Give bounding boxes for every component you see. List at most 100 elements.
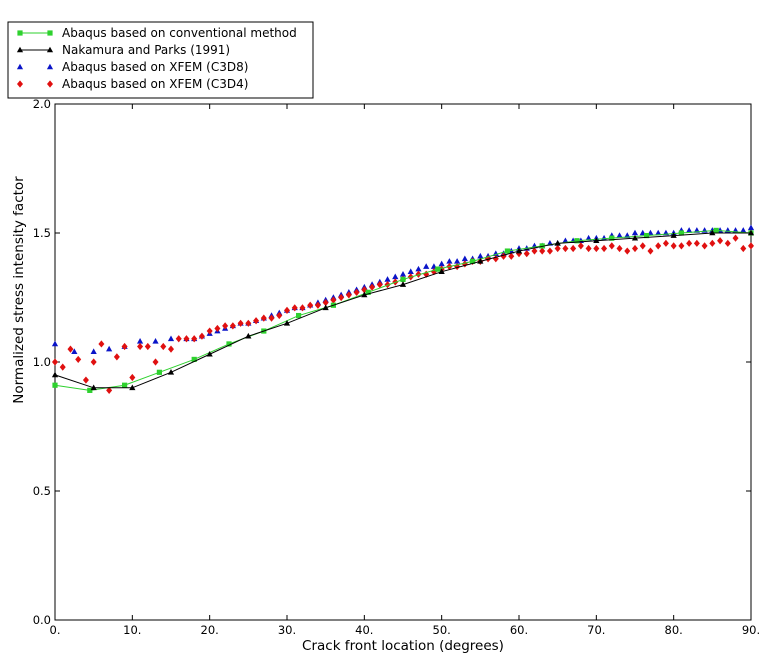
data-point: [454, 258, 461, 264]
x-tick-label: 50.: [433, 623, 451, 637]
data-point: [631, 229, 639, 236]
data-point: [129, 384, 136, 391]
data-point: [106, 345, 113, 352]
data-point: [546, 247, 553, 255]
data-point: [504, 248, 510, 254]
data-point: [330, 296, 337, 304]
data-point: [415, 270, 422, 278]
data-point: [156, 369, 162, 375]
data-point: [144, 342, 151, 351]
data-point: [121, 342, 128, 351]
legend-marker: [17, 80, 23, 88]
data-point: [609, 235, 615, 241]
data-point: [747, 224, 755, 231]
data-point: [226, 341, 232, 347]
data-point: [369, 283, 376, 291]
x-tick-label: 80.: [665, 623, 683, 637]
data-point: [314, 301, 321, 309]
y-tick-label: 1.5: [33, 226, 51, 240]
y-tick-label: 1.0: [33, 355, 51, 369]
data-point: [709, 229, 716, 236]
data-point: [407, 268, 414, 274]
data-point: [644, 232, 650, 239]
data-point: [616, 232, 623, 238]
x-axis: 0. 10. 20. 30. 40. 50. 60. 70. 80. 90.: [50, 104, 760, 637]
data-point: [307, 301, 314, 309]
data-point: [477, 252, 484, 259]
data-point: [624, 247, 631, 255]
data-point: [435, 266, 441, 272]
data-point: [647, 247, 654, 255]
data-point: [670, 242, 677, 250]
data-point: [399, 281, 407, 287]
series-1: [51, 229, 755, 391]
data-point: [693, 239, 700, 247]
data-point: [322, 299, 329, 307]
data-point: [361, 291, 368, 298]
legend-label: Abaqus based on XFEM (C3D8): [62, 60, 248, 74]
data-point: [461, 260, 468, 268]
data-point: [399, 270, 407, 277]
data-point: [90, 348, 97, 354]
data-point: [554, 240, 561, 246]
data-point: [260, 314, 267, 322]
data-point: [51, 371, 59, 378]
data-point: [601, 244, 608, 253]
series-3: [52, 234, 754, 394]
legend-marker: [47, 80, 53, 88]
data-point: [129, 373, 136, 382]
data-point: [713, 227, 719, 234]
data-point: [160, 342, 167, 351]
y-tick-label: 2.0: [33, 97, 51, 111]
data-point: [167, 335, 175, 342]
data-point: [75, 355, 82, 364]
y-tick-label: 0.5: [33, 484, 51, 498]
data-point: [670, 232, 677, 238]
data-point: [531, 247, 538, 255]
data-point: [268, 314, 275, 322]
data-point: [446, 258, 453, 264]
legend-marker: [46, 63, 54, 70]
data-point: [461, 255, 468, 262]
data-point: [299, 304, 306, 312]
x-tick-label: 20.: [201, 623, 219, 637]
y-tick-label: 0.0: [33, 613, 51, 627]
data-point: [384, 281, 391, 289]
data-point: [229, 322, 236, 330]
data-point: [90, 384, 97, 391]
data-point: [574, 238, 580, 244]
data-point: [106, 386, 113, 394]
plot-area: [54, 103, 752, 621]
data-point: [748, 242, 754, 250]
data-point: [686, 227, 693, 233]
data-point: [423, 270, 430, 278]
data-point: [90, 358, 97, 366]
data-point: [593, 237, 600, 244]
data-point: [152, 338, 159, 344]
data-point: [639, 242, 646, 250]
x-tick-label: 0.: [50, 623, 61, 637]
x-axis-title: Crack front location (degrees): [302, 638, 504, 654]
data-point: [183, 335, 190, 343]
data-point: [113, 353, 120, 361]
data-point: [52, 358, 58, 366]
series-layer: [51, 224, 755, 394]
data-point: [747, 229, 755, 236]
data-point: [322, 304, 329, 311]
data-point: [198, 332, 205, 340]
data-point: [191, 335, 198, 343]
legend-entry: Abaqus based on XFEM (C3D8): [16, 60, 248, 74]
data-point: [515, 247, 523, 254]
data-point: [168, 345, 174, 353]
x-tick-label: 30.: [278, 623, 296, 637]
data-point: [678, 242, 685, 250]
data-point: [222, 322, 229, 330]
legend-label: Abaqus based on XFEM (C3D4): [62, 77, 248, 91]
data-point: [438, 260, 445, 267]
legend-marker: [47, 30, 53, 36]
data-point: [732, 234, 739, 242]
data-point: [59, 363, 66, 371]
data-point: [562, 244, 569, 253]
data-point: [415, 265, 422, 272]
